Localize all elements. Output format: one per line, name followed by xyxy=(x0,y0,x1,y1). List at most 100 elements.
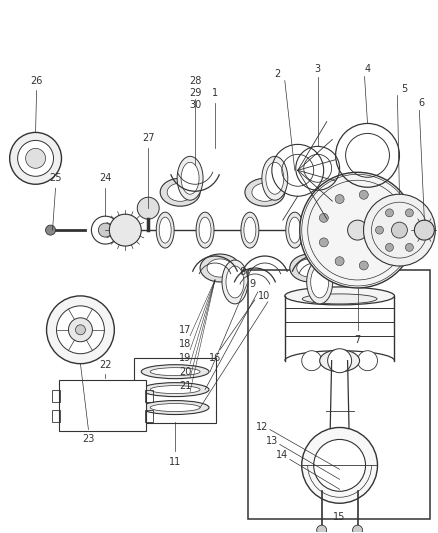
Text: 11: 11 xyxy=(169,457,181,467)
Ellipse shape xyxy=(160,178,200,206)
Text: 9: 9 xyxy=(250,279,256,289)
Text: 3: 3 xyxy=(314,63,321,74)
Text: 23: 23 xyxy=(82,434,95,445)
Ellipse shape xyxy=(360,212,378,248)
Circle shape xyxy=(359,261,368,270)
Circle shape xyxy=(137,197,159,219)
Ellipse shape xyxy=(266,163,284,194)
Ellipse shape xyxy=(297,259,323,277)
Ellipse shape xyxy=(326,212,343,248)
Circle shape xyxy=(364,194,435,266)
Text: 25: 25 xyxy=(49,173,62,183)
Circle shape xyxy=(10,132,61,184)
Text: 5: 5 xyxy=(401,84,407,94)
Text: 4: 4 xyxy=(364,63,371,74)
Ellipse shape xyxy=(150,403,200,411)
Text: 17: 17 xyxy=(179,325,191,335)
Circle shape xyxy=(353,525,363,533)
Text: 18: 18 xyxy=(179,339,191,349)
Ellipse shape xyxy=(286,212,304,248)
Ellipse shape xyxy=(177,156,203,200)
Circle shape xyxy=(348,220,367,240)
Circle shape xyxy=(319,238,328,247)
Ellipse shape xyxy=(311,266,328,298)
Circle shape xyxy=(392,222,407,238)
Circle shape xyxy=(335,257,344,265)
Ellipse shape xyxy=(245,178,285,206)
Circle shape xyxy=(92,216,119,244)
Text: 10: 10 xyxy=(258,291,270,301)
Circle shape xyxy=(385,209,393,217)
Bar xyxy=(145,390,153,401)
Text: 30: 30 xyxy=(189,100,201,109)
Ellipse shape xyxy=(307,260,332,304)
Circle shape xyxy=(68,318,92,342)
Circle shape xyxy=(328,349,352,373)
Text: 13: 13 xyxy=(266,437,278,447)
Circle shape xyxy=(406,209,413,217)
Text: 19: 19 xyxy=(179,353,191,363)
Ellipse shape xyxy=(262,156,288,200)
Text: 20: 20 xyxy=(179,367,191,377)
Bar xyxy=(248,270,430,519)
Ellipse shape xyxy=(364,217,375,243)
Ellipse shape xyxy=(244,217,256,243)
Ellipse shape xyxy=(199,217,211,243)
Circle shape xyxy=(302,427,378,503)
Circle shape xyxy=(46,296,114,364)
Text: 26: 26 xyxy=(30,76,43,86)
Text: 1: 1 xyxy=(212,87,218,98)
Circle shape xyxy=(357,351,378,370)
Text: 7: 7 xyxy=(354,335,360,345)
Circle shape xyxy=(389,225,398,235)
Ellipse shape xyxy=(328,217,341,243)
Text: 16: 16 xyxy=(209,353,221,363)
Circle shape xyxy=(381,249,389,257)
Circle shape xyxy=(99,223,112,237)
Ellipse shape xyxy=(241,212,259,248)
Ellipse shape xyxy=(290,254,330,282)
Circle shape xyxy=(414,220,434,240)
Text: 12: 12 xyxy=(256,423,268,432)
Ellipse shape xyxy=(181,163,199,194)
Circle shape xyxy=(359,190,368,199)
Ellipse shape xyxy=(141,401,209,415)
Ellipse shape xyxy=(252,183,278,201)
Text: 21: 21 xyxy=(179,381,191,391)
Circle shape xyxy=(319,213,328,222)
Text: 22: 22 xyxy=(99,360,112,370)
Circle shape xyxy=(335,195,344,204)
Ellipse shape xyxy=(285,287,395,305)
Text: 24: 24 xyxy=(99,173,112,183)
Text: 14: 14 xyxy=(276,450,288,461)
Text: 27: 27 xyxy=(142,133,155,143)
Text: 28: 28 xyxy=(189,76,201,86)
Ellipse shape xyxy=(156,212,174,248)
Text: 6: 6 xyxy=(418,98,424,108)
Ellipse shape xyxy=(196,212,214,248)
Text: 2: 2 xyxy=(275,69,281,78)
Ellipse shape xyxy=(200,254,240,282)
Ellipse shape xyxy=(289,217,301,243)
Ellipse shape xyxy=(150,385,200,393)
Circle shape xyxy=(300,172,415,288)
Ellipse shape xyxy=(207,259,233,277)
Text: 8: 8 xyxy=(240,267,246,277)
Circle shape xyxy=(75,325,85,335)
Circle shape xyxy=(415,226,424,234)
Bar xyxy=(145,409,153,422)
Circle shape xyxy=(314,439,366,491)
Circle shape xyxy=(25,148,46,168)
Ellipse shape xyxy=(150,368,200,376)
Ellipse shape xyxy=(222,260,248,304)
Bar xyxy=(52,390,60,401)
Ellipse shape xyxy=(302,294,377,304)
Circle shape xyxy=(317,525,327,533)
Bar xyxy=(59,379,146,432)
Circle shape xyxy=(46,225,56,235)
Ellipse shape xyxy=(159,217,171,243)
Circle shape xyxy=(406,244,413,252)
Bar xyxy=(134,358,216,423)
Ellipse shape xyxy=(320,350,360,372)
Circle shape xyxy=(375,226,384,234)
